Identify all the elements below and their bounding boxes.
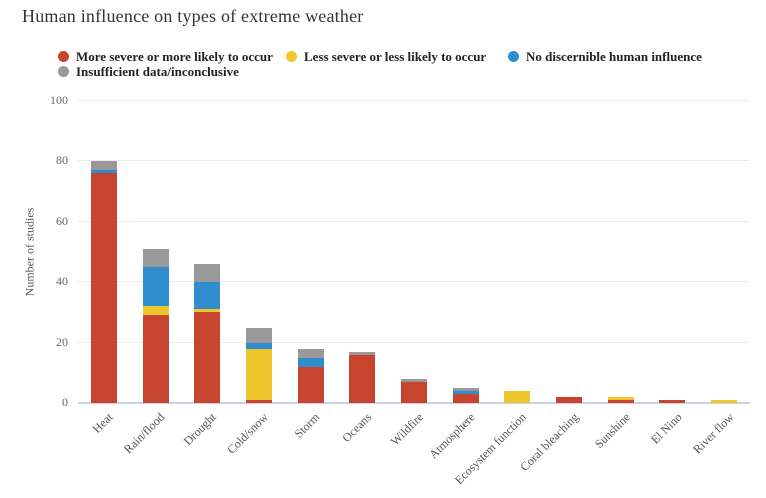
gridline-60	[78, 220, 750, 222]
bar-cold-snow[interactable]	[245, 327, 272, 403]
legend-marker-icon	[58, 66, 69, 77]
bar-slot-oceans	[336, 101, 388, 403]
bar-slot-storm	[285, 101, 337, 403]
gridline-40	[78, 281, 750, 283]
xlabel-drought: Drought	[180, 410, 220, 449]
bar-segment-more-severe-or-more-likely-to-occur[interactable]	[297, 366, 324, 403]
ytick-label-80: 80	[56, 153, 68, 168]
bar-sunshine[interactable]	[607, 396, 634, 403]
xlabel-river-flow: River flow	[689, 410, 737, 457]
bar-segment-insufficient-data-inconclusive[interactable]	[452, 387, 479, 391]
xlabel-atmosphere: Atmosphere	[426, 410, 478, 462]
legend-marker-icon	[58, 51, 69, 62]
bar-segment-less-severe-or-less-likely-to-occur[interactable]	[142, 306, 169, 316]
ytick-label-100: 100	[50, 93, 68, 107]
legend-item-label: More severe or more likely to occur	[76, 49, 273, 64]
bar-el-nino[interactable]	[659, 399, 686, 403]
chart-title: Human influence on types of extreme weat…	[22, 6, 364, 26]
bar-segment-insufficient-data-inconclusive[interactable]	[90, 161, 117, 171]
legend-item-label: Insufficient data/inconclusive	[76, 64, 239, 79]
xlabel-cold-snow: Cold/snow	[224, 410, 271, 457]
xlabel-heat: Heat	[89, 410, 116, 436]
bar-segment-less-severe-or-less-likely-to-occur[interactable]	[607, 396, 634, 400]
bar-segment-more-severe-or-more-likely-to-occur[interactable]	[607, 399, 634, 403]
bar-segment-more-severe-or-more-likely-to-occur[interactable]	[400, 381, 427, 403]
xlabel-storm: Storm	[291, 410, 323, 441]
bar-slot-rain-flood	[130, 101, 182, 403]
bar-segment-more-severe-or-more-likely-to-occur[interactable]	[556, 396, 583, 403]
legend-item-insufficient-data-inconclusive[interactable]: Insufficient data/inconclusive	[58, 64, 239, 79]
bar-slot-wildfire	[388, 101, 440, 403]
bar-slot-atmosphere	[440, 101, 492, 403]
xlabel-rain-flood: Rain/flood	[121, 410, 168, 457]
bar-river-flow[interactable]	[711, 399, 738, 403]
bar-segment-no-discernible-human-influence[interactable]	[90, 170, 117, 174]
legend-item-label: No discernible human influence	[526, 49, 702, 64]
bar-ecosystem-function[interactable]	[504, 390, 531, 403]
xlabel-wildfire: Wildfire	[387, 410, 426, 449]
bar-segment-insufficient-data-inconclusive[interactable]	[194, 264, 221, 283]
bar-segment-less-severe-or-less-likely-to-occur[interactable]	[194, 309, 221, 313]
bar-segment-insufficient-data-inconclusive[interactable]	[245, 327, 272, 343]
ytick-label-0: 0	[62, 395, 68, 409]
bar-slot-el-nino	[647, 101, 699, 403]
legend-marker-icon	[286, 51, 297, 62]
bar-slot-river-flow	[698, 101, 750, 403]
legend-item-less-severe-or-less-likely-to-occur[interactable]: Less severe or less likely to occur	[286, 49, 486, 64]
bar-segment-more-severe-or-more-likely-to-occur[interactable]	[90, 173, 117, 403]
xlabel-oceans: Oceans	[339, 410, 375, 445]
x-axis-labels: Heat Rain/flood Drought Cold/snow Storm Ocean…	[78, 410, 750, 490]
bar-segment-more-severe-or-more-likely-to-occur[interactable]	[142, 315, 169, 403]
bar-segment-less-severe-or-less-likely-to-occur[interactable]	[504, 390, 531, 403]
bar-segment-no-discernible-human-influence[interactable]	[297, 357, 324, 367]
bar-segment-no-discernible-human-influence[interactable]	[142, 267, 169, 307]
bar-slot-sunshine	[595, 101, 647, 403]
bar-segment-insufficient-data-inconclusive[interactable]	[400, 378, 427, 382]
legend-item-more-severe-or-more-likely-to-occur[interactable]: More severe or more likely to occur	[58, 49, 273, 64]
bar-slot-ecosystem-function	[492, 101, 544, 403]
bar-segment-more-severe-or-more-likely-to-occur[interactable]	[452, 393, 479, 403]
bar-segment-less-severe-or-less-likely-to-occur[interactable]	[245, 348, 272, 400]
bar-segment-insufficient-data-inconclusive[interactable]	[349, 351, 376, 355]
bar-storm[interactable]	[297, 348, 324, 403]
bar-segment-more-severe-or-more-likely-to-occur[interactable]	[349, 354, 376, 403]
bar-segment-insufficient-data-inconclusive[interactable]	[297, 348, 324, 358]
x-axis-line	[78, 402, 750, 404]
ytick-label-60: 60	[56, 213, 68, 228]
bar-slot-drought	[181, 101, 233, 403]
bar-segment-more-severe-or-more-likely-to-occur[interactable]	[659, 399, 686, 403]
bar-segment-insufficient-data-inconclusive[interactable]	[142, 249, 169, 268]
bar-oceans[interactable]	[349, 351, 376, 403]
bars-layer	[78, 101, 750, 403]
bar-segment-no-discernible-human-influence[interactable]	[245, 342, 272, 349]
gridline-80	[78, 160, 750, 162]
gridlines-layer	[78, 100, 750, 404]
bar-drought[interactable]	[194, 264, 221, 403]
xlabel-sunshine: Sunshine	[591, 410, 633, 452]
xlabel-el-nino: El Nino	[647, 410, 685, 447]
bar-segment-no-discernible-human-influence[interactable]	[194, 282, 221, 310]
bar-slot-coral-bleaching	[543, 101, 595, 403]
bar-atmosphere[interactable]	[452, 387, 479, 403]
bar-segment-no-discernible-human-influence[interactable]	[452, 390, 479, 394]
gridline-100	[78, 100, 750, 101]
gridline-20	[78, 341, 750, 343]
bar-heat[interactable]	[90, 161, 117, 403]
bar-rain-flood[interactable]	[142, 249, 169, 403]
bar-coral-bleaching[interactable]	[556, 396, 583, 403]
legend-item-label: Less severe or less likely to occur	[304, 49, 487, 64]
bar-slot-cold-snow	[233, 101, 285, 403]
bar-wildfire[interactable]	[400, 378, 427, 403]
bar-segment-more-severe-or-more-likely-to-occur[interactable]	[194, 312, 221, 403]
ytick-label-20: 20	[56, 334, 68, 349]
legend-marker-icon	[508, 51, 519, 62]
bar-segment-less-severe-or-less-likely-to-occur[interactable]	[711, 399, 738, 403]
ytick-label-40: 40	[56, 274, 68, 289]
bar-slot-heat	[78, 101, 130, 403]
bar-segment-more-severe-or-more-likely-to-occur[interactable]	[245, 399, 272, 403]
legend-item-no-discernible-human-influence[interactable]: No discernible human influence	[508, 49, 702, 64]
